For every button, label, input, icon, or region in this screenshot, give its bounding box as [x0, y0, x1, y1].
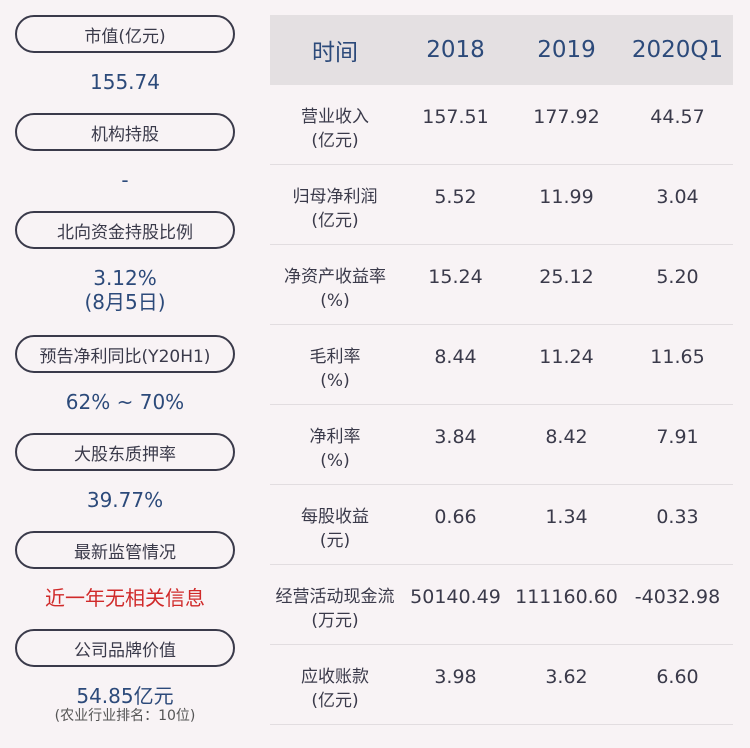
- cell: 15.24: [428, 266, 483, 288]
- table-row: 归母净利润 (亿元) 5.52 11.99 3.04: [270, 165, 733, 245]
- cell: 5.52: [434, 186, 477, 208]
- northbound-ratio-value: 3.12% (8月5日): [0, 266, 250, 314]
- cell: 177.92: [533, 106, 600, 128]
- brand-value-value: 54.85亿元 (农业行业排名：10位): [0, 684, 250, 724]
- cell: 44.57: [650, 106, 705, 128]
- brand-value-number: 54.85亿元: [76, 684, 174, 708]
- table-row: 每股收益 (元) 0.66 1.34 0.33: [270, 485, 733, 565]
- financial-table: 时间 2018 2019 2020Q1 营业收入 (亿元) 157.51 177.…: [270, 15, 733, 725]
- row-label: 毛利率 (%): [309, 347, 361, 391]
- pledge-ratio-label: 大股东质押率: [15, 433, 235, 471]
- table-row: 净利率 (%) 3.84 8.42 7.91: [270, 405, 733, 485]
- left-panel: 市值(亿元) 155.74 机构持股 - 北向资金持股比例 3.12% (8月5…: [0, 0, 250, 748]
- northbound-ratio-date: (8月5日): [84, 290, 166, 314]
- row-label: 营业收入 (亿元): [301, 107, 369, 151]
- regulatory-status-value: 近一年无相关信息: [45, 586, 205, 610]
- institutional-holding-label: 机构持股: [15, 113, 235, 151]
- header-2020q1: 2020Q1: [631, 37, 724, 63]
- header-2018: 2018: [426, 37, 485, 63]
- row-label: 净资产收益率 (%): [284, 267, 386, 311]
- cell: 25.12: [539, 266, 594, 288]
- profit-forecast-value: 62% ~ 70%: [65, 390, 185, 414]
- cell: 0.66: [434, 506, 477, 528]
- row-label: 经营活动现金流 (万元): [275, 587, 395, 631]
- cell: 1.34: [545, 506, 588, 528]
- institutional-holding-value: -: [121, 168, 129, 192]
- market-cap-label: 市值(亿元): [15, 15, 235, 53]
- cell: 3.04: [656, 186, 699, 208]
- cell: 8.44: [434, 346, 477, 368]
- cell: 111160.60: [515, 586, 618, 608]
- row-label: 归母净利润 (亿元): [292, 187, 378, 231]
- pledge-ratio-value: 39.77%: [86, 488, 164, 512]
- table-header: 时间 2018 2019 2020Q1: [270, 15, 733, 85]
- cell: 0.33: [656, 506, 699, 528]
- table-row: 应收账款 (亿元) 3.98 3.62 6.60: [270, 645, 733, 725]
- header-2019: 2019: [537, 37, 596, 63]
- market-cap-value: 155.74: [90, 70, 160, 94]
- cell: 157.51: [422, 106, 489, 128]
- cell: 50140.49: [410, 586, 501, 608]
- cell: 8.42: [545, 426, 588, 448]
- cell: 7.91: [656, 426, 699, 448]
- northbound-ratio-label: 北向资金持股比例: [15, 211, 235, 249]
- cell: 11.99: [539, 186, 594, 208]
- cell: 11.65: [650, 346, 705, 368]
- table-row: 营业收入 (亿元) 157.51 177.92 44.57: [270, 85, 733, 165]
- row-label: 应收账款 (亿元): [301, 667, 369, 711]
- cell: 5.20: [656, 266, 699, 288]
- cell: 3.84: [434, 426, 477, 448]
- row-label: 净利率 (%): [309, 427, 361, 471]
- table-row: 毛利率 (%) 8.44 11.24 11.65: [270, 325, 733, 405]
- table-row: 净资产收益率 (%) 15.24 25.12 5.20: [270, 245, 733, 325]
- regulatory-status-label: 最新监管情况: [15, 531, 235, 569]
- northbound-ratio-number: 3.12%: [93, 266, 157, 290]
- cell: 11.24: [539, 346, 594, 368]
- row-label: 每股收益 (元): [301, 507, 369, 551]
- profit-forecast-label: 预告净利同比(Y20H1): [15, 335, 235, 373]
- header-period: 时间: [312, 40, 358, 66]
- table-row: 经营活动现金流 (万元) 50140.49 111160.60 -4032.98: [270, 565, 733, 645]
- cell: 3.62: [545, 666, 588, 688]
- brand-rank-note: (农业行业排名：10位): [54, 708, 196, 724]
- brand-value-label: 公司品牌价值: [15, 629, 235, 667]
- cell: 3.98: [434, 666, 477, 688]
- cell: -4032.98: [634, 586, 721, 608]
- cell: 6.60: [656, 666, 699, 688]
